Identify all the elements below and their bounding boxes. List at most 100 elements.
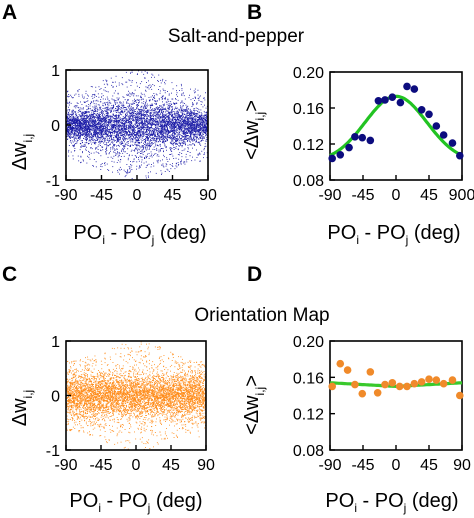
- scatter-point-a: [118, 140, 120, 142]
- scatter-point-a: [158, 113, 160, 115]
- scatter-point-a: [115, 107, 117, 109]
- scatter-point-a: [84, 123, 86, 124]
- scatter-point-a: [82, 142, 83, 144]
- scatter-point-a: [164, 140, 166, 142]
- scatter-point-a: [173, 131, 175, 133]
- scatter-point-a: [108, 120, 110, 122]
- scatter-point-a: [103, 138, 105, 140]
- scatter-point-a: [183, 129, 185, 131]
- scatter-point-a: [140, 132, 141, 134]
- scatter-point-a: [147, 137, 148, 138]
- scatter-point-a: [183, 123, 185, 125]
- scatter-point-a: [108, 123, 110, 125]
- scatter-point-a: [76, 121, 78, 123]
- scatter-point-a: [134, 114, 136, 116]
- scatter-point-a: [129, 131, 130, 132]
- scatter-point-a: [168, 124, 170, 125]
- scatter-point-a: [68, 132, 70, 134]
- scatter-point-a: [86, 114, 88, 116]
- scatter-point-a: [145, 106, 147, 108]
- scatter-point-a: [101, 136, 103, 138]
- scatter-point-a: [159, 114, 161, 116]
- scatter-point-a: [85, 126, 86, 128]
- scatter-point-a: [127, 170, 128, 172]
- scatter-point-a: [128, 134, 130, 136]
- scatter-point-a: [136, 157, 137, 158]
- scatter-point-a: [165, 117, 166, 119]
- scatter-point-a: [75, 128, 77, 130]
- scatter-point-a: [74, 120, 76, 122]
- scatter-point-a: [83, 97, 85, 99]
- scatter-point-a: [133, 95, 135, 97]
- scatter-point-a: [126, 120, 128, 121]
- scatter-point-a: [152, 130, 154, 132]
- scatter-point-a: [158, 110, 159, 112]
- scatter-point-a: [138, 99, 140, 101]
- scatter-point-a: [162, 133, 163, 135]
- scatter-point-a: [191, 113, 192, 115]
- scatter-point-a: [112, 117, 114, 119]
- scatter-point-a: [86, 139, 87, 141]
- scatter-point-a: [205, 145, 207, 147]
- scatter-point-a: [141, 159, 143, 161]
- scatter-point-a: [172, 123, 173, 124]
- scatter-point-a: [112, 120, 114, 121]
- scatter-point-a: [84, 123, 86, 125]
- scatter-point-a: [96, 130, 98, 132]
- scatter-point-a: [99, 129, 101, 131]
- scatter-point-a: [98, 112, 100, 114]
- scatter-point-a: [146, 146, 148, 148]
- scatter-point-a: [145, 119, 147, 121]
- scatter-point-a: [183, 139, 185, 140]
- scatter-point-a: [130, 103, 132, 105]
- scatter-point-a: [119, 132, 121, 134]
- scatter-point-a: [86, 120, 88, 122]
- scatter-point-a: [71, 129, 72, 131]
- scatter-point-a: [180, 138, 182, 139]
- scatter-point-a: [87, 130, 89, 131]
- scatter-point-a: [92, 138, 94, 140]
- scatter-point-a: [145, 136, 147, 137]
- scatter-point-a: [185, 135, 187, 137]
- scatter-point-a: [71, 131, 73, 133]
- scatter-point-a: [198, 123, 200, 125]
- scatter-point-a: [98, 134, 100, 136]
- scatter-point-a: [85, 118, 87, 120]
- scatter-point-a: [82, 114, 83, 115]
- scatter-point-a: [134, 98, 135, 100]
- scatter-point-a: [105, 132, 107, 134]
- scatter-point-a: [176, 94, 177, 96]
- scatter-point-a: [154, 118, 156, 120]
- scatter-point-a: [142, 103, 144, 105]
- scatter-point-a: [120, 143, 122, 145]
- scatter-point-a: [92, 120, 94, 122]
- scatter-point-a: [175, 141, 177, 142]
- scatter-point-a: [189, 127, 191, 129]
- scatter-point-a: [67, 117, 68, 119]
- scatter-point-a: [101, 118, 103, 120]
- scatter-point-a: [77, 134, 79, 136]
- scatter-point-a: [175, 131, 177, 132]
- scatter-point-a: [127, 169, 129, 171]
- scatter-point-a: [161, 109, 163, 111]
- scatter-point-a: [121, 130, 123, 131]
- scatter-point-a: [151, 103, 153, 105]
- scatter-point-a: [189, 135, 191, 137]
- scatter-point-a: [172, 129, 174, 131]
- scatter-point-a: [87, 120, 88, 121]
- scatter-point-a: [129, 121, 131, 123]
- scatter-point-a: [94, 111, 96, 112]
- scatter-point-a: [73, 130, 75, 132]
- scatter-point-a: [72, 118, 74, 120]
- scatter-point-a: [132, 116, 133, 118]
- scatter-point-a: [146, 128, 148, 130]
- scatter-point-a: [68, 123, 69, 124]
- scatter-point-a: [122, 116, 124, 118]
- scatter-point-a: [96, 112, 98, 114]
- scatter-point-a: [107, 156, 109, 158]
- scatter-point-a: [163, 127, 165, 129]
- scatter-point-a: [176, 131, 178, 133]
- scatter-point-a: [193, 90, 195, 92]
- scatter-point-a: [146, 110, 147, 112]
- scatter-point-a: [93, 128, 95, 130]
